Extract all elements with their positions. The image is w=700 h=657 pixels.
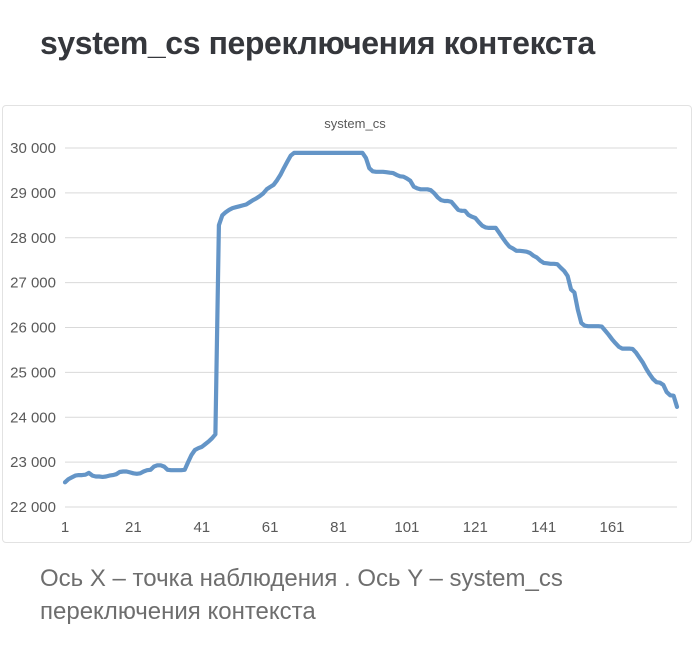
y-tick-label: 26 000 [10, 320, 56, 337]
axis-caption-line2: переключения контекста [40, 598, 316, 625]
y-tick-label: 30 000 [10, 140, 56, 157]
y-tick-label: 25 000 [10, 364, 56, 381]
series-line [62, 150, 680, 485]
y-tick-label: 29 000 [10, 185, 56, 202]
x-tick-label: 61 [262, 519, 279, 536]
x-tick-label: 101 [394, 519, 419, 536]
x-tick-label: 1 [61, 519, 69, 536]
x-tick-label: 121 [463, 519, 488, 536]
x-tick-label: 21 [125, 519, 142, 536]
chart-panel: system_cs 22 000 23 000 24 000 25 000 26 000 2… [2, 105, 692, 543]
x-tick-label: 41 [193, 519, 210, 536]
y-tick-label: 28 000 [10, 230, 56, 247]
axis-caption: Ось X – точка наблюдения . Ось Y – syste… [40, 562, 563, 628]
axis-caption-line1: Ось X – точка наблюдения . Ось Y – syste… [40, 565, 563, 592]
x-tick-label: 81 [330, 519, 347, 536]
chart-title: system_cs [324, 116, 386, 131]
x-tick-label: 141 [531, 519, 556, 536]
y-tick-label: 24 000 [10, 409, 56, 426]
line-chart: system_cs 22 000 23 000 24 000 25 000 26 000 2… [10, 116, 680, 536]
y-tick-label: 22 000 [10, 499, 56, 516]
y-tick-label: 27 000 [10, 275, 56, 292]
page-title: system_cs переключения контекста [40, 25, 595, 61]
y-tick-label: 23 000 [10, 454, 56, 471]
x-tick-label: 161 [599, 519, 624, 536]
